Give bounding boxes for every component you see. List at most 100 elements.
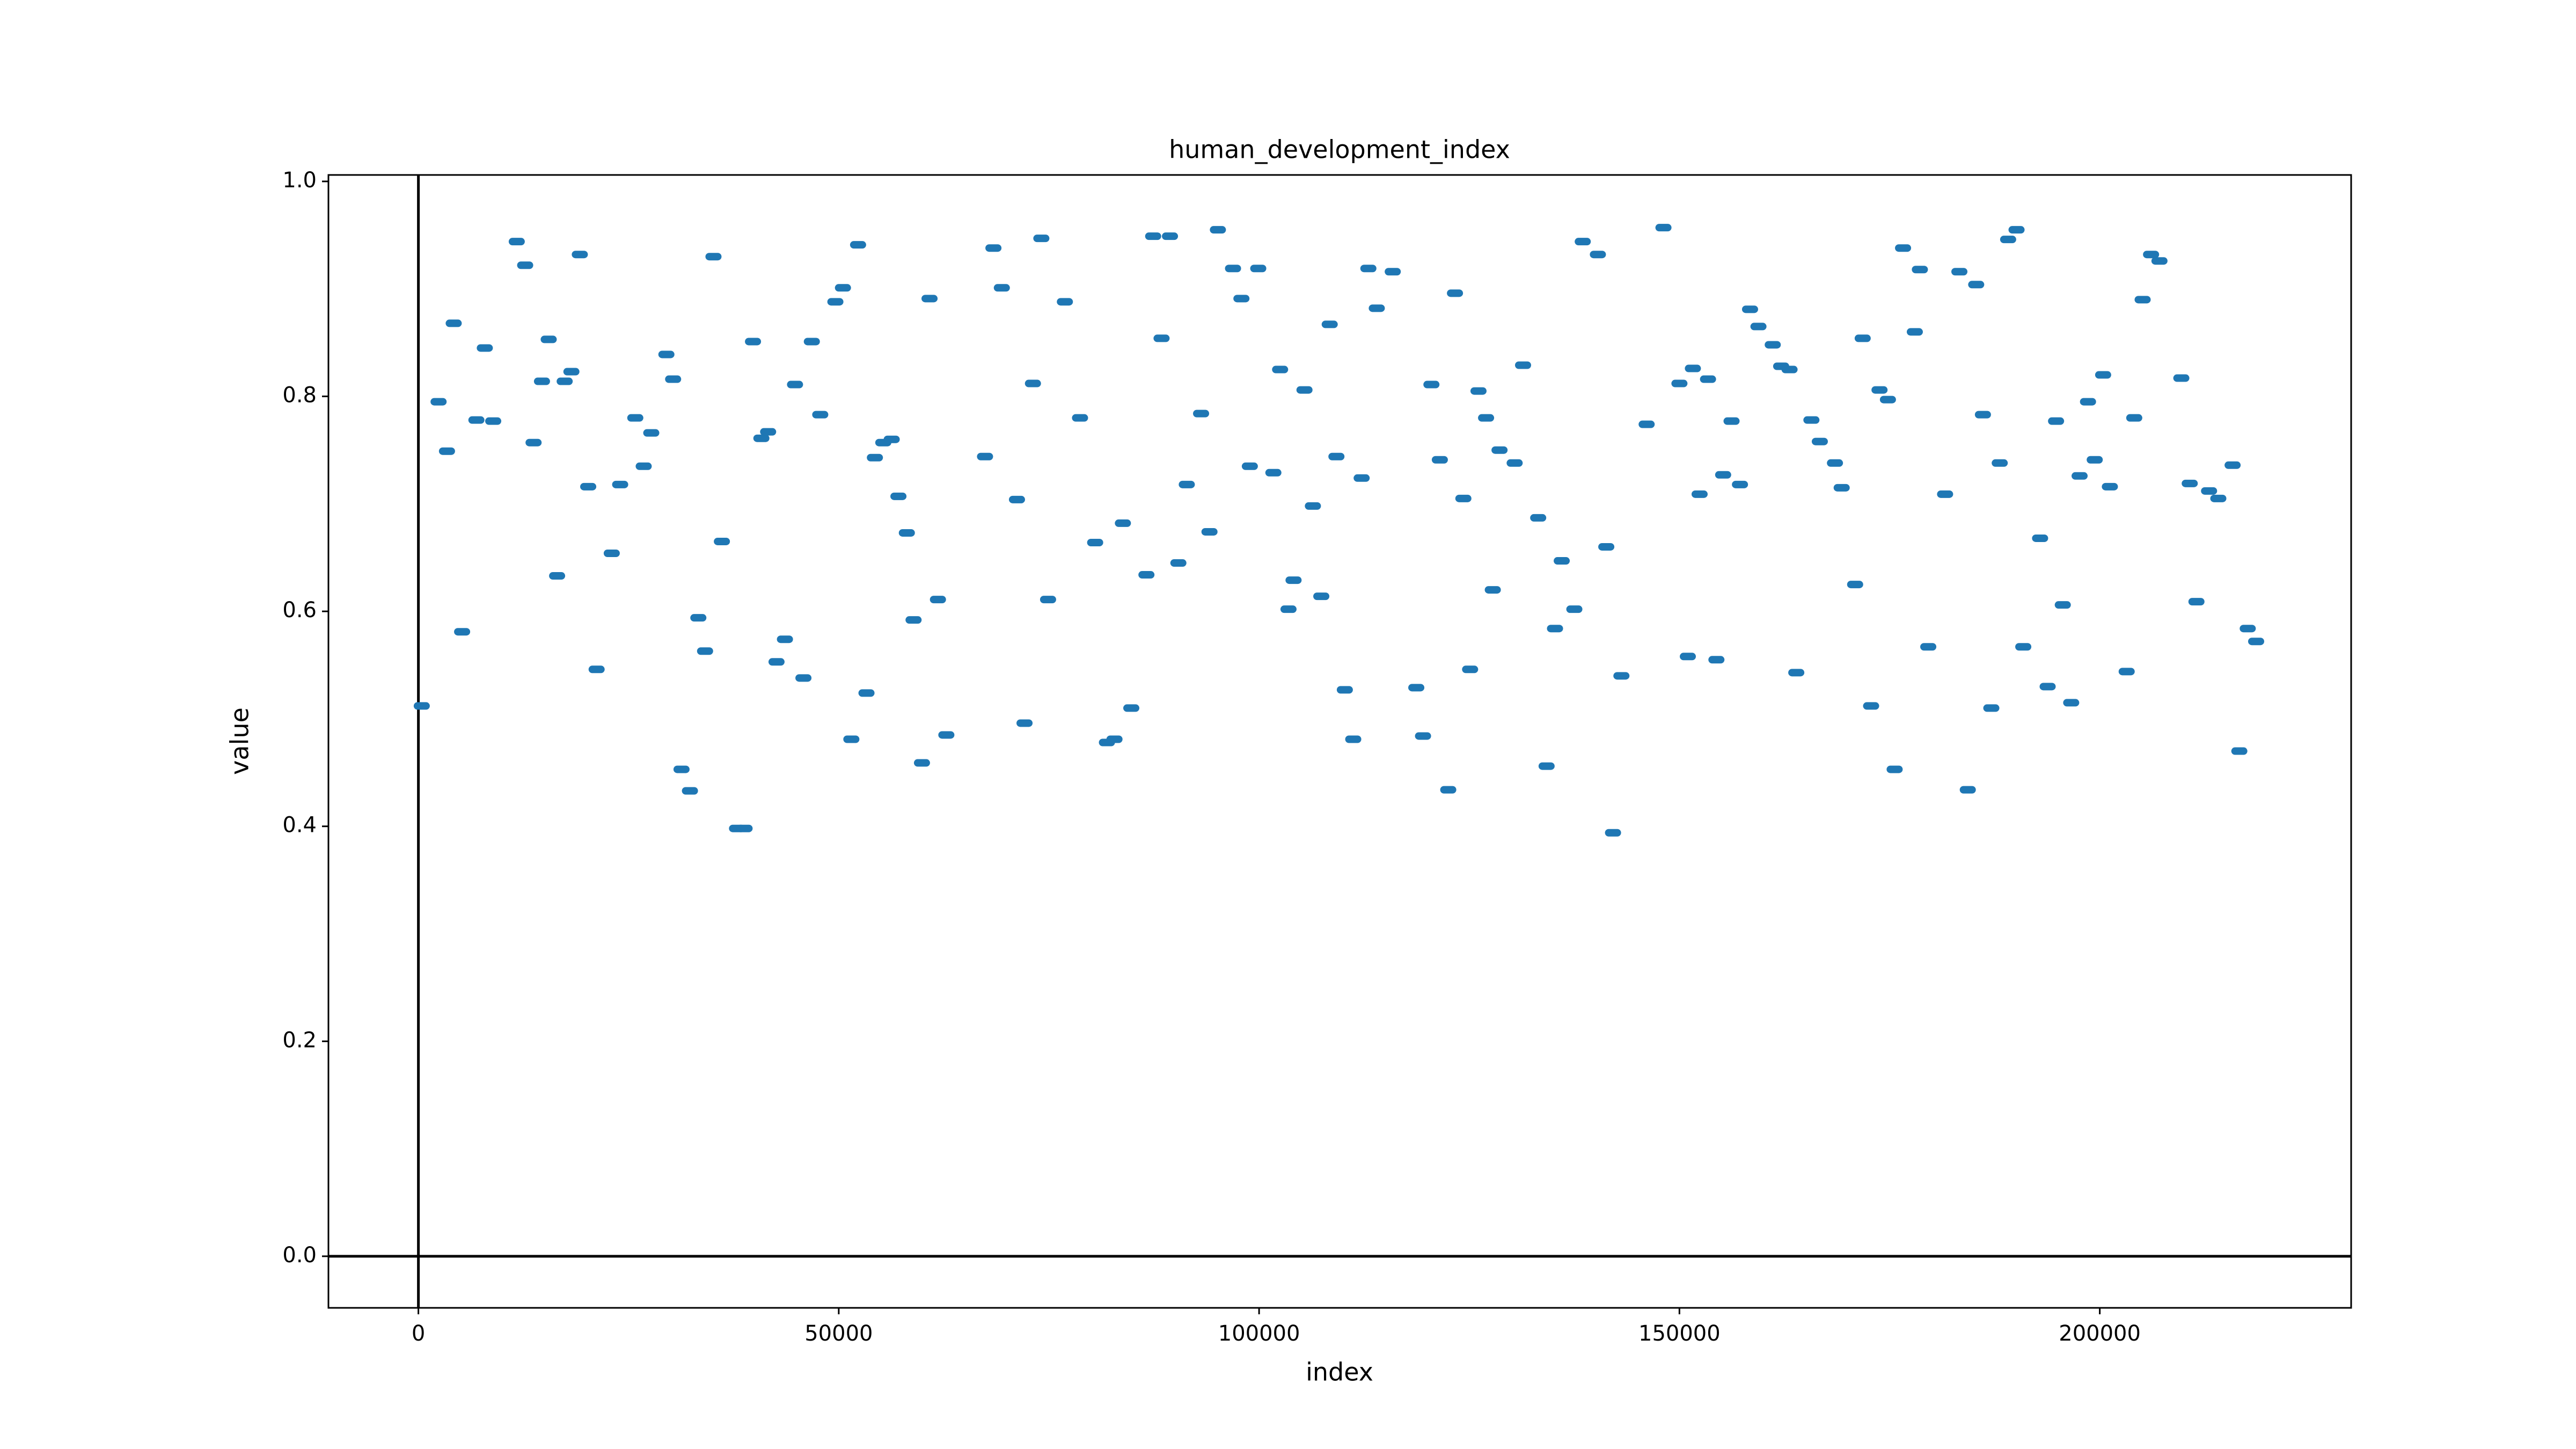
point [1265,469,1282,477]
point [1153,334,1170,342]
point [2143,251,2160,259]
point [1959,786,1976,794]
point [1353,474,1370,482]
y-tick-label: 0.6 [282,598,317,623]
point [1233,295,1250,303]
point [1765,341,1781,349]
point [477,344,493,352]
point [549,572,566,580]
point [1368,304,1385,312]
point [1115,519,1131,527]
y-tick-label: 0.0 [282,1243,317,1268]
point [1920,643,1937,651]
point [905,616,922,624]
point [1336,686,1353,694]
point [1313,592,1330,601]
point [658,350,675,358]
point [1700,375,1716,383]
point [533,377,550,385]
point [690,614,707,622]
point [1788,669,1805,677]
point [1708,656,1725,664]
point [921,295,938,303]
point [1462,665,1479,674]
point [977,452,993,460]
point [1854,334,1871,342]
point [1179,480,1195,488]
point [1741,305,1758,313]
point [753,434,770,442]
point [2224,461,2241,469]
point [1491,446,1508,454]
point [1016,719,1033,727]
point [438,447,455,455]
point [1906,328,1923,336]
point [2210,494,2227,502]
y-axis-label: value [225,707,254,775]
point [1008,495,1025,503]
point [1833,484,1850,492]
point [1506,459,1523,467]
point [485,417,502,425]
x-axis-label: index [1306,1358,1373,1387]
point [1470,387,1487,395]
point [525,438,542,447]
x-tick-label: 200000 [2059,1321,2141,1346]
point [2248,638,2264,646]
point [1321,320,1338,328]
x-tick-label: 150000 [1638,1321,1721,1346]
point [883,435,900,443]
point [572,251,588,259]
point [1360,265,1377,273]
point [1992,459,2008,467]
point [2095,371,2111,379]
plot-frame [327,174,2352,1309]
point [1285,576,1302,584]
point [1272,365,1289,374]
point [2072,472,2088,480]
chart-title: human_development_index [1169,135,1510,164]
point [1385,268,1401,276]
point [1087,538,1103,546]
point [777,635,793,643]
point [714,537,730,545]
point [2032,534,2048,542]
point [2182,479,2198,487]
point [1328,452,1345,460]
point [445,319,462,327]
point [588,665,605,674]
point [1912,266,1928,274]
point [745,338,762,346]
point [2151,257,2168,265]
point [930,596,946,604]
point [2102,482,2118,491]
point [612,480,628,488]
point [1296,386,1313,394]
point [1040,596,1056,604]
point [1879,396,1896,404]
point [413,702,430,710]
point [1715,471,1731,479]
point [2048,417,2065,425]
point [1138,571,1155,579]
point [2240,625,2256,633]
point [2201,487,2218,495]
point [563,368,580,376]
point [430,398,447,406]
point [736,824,753,832]
point [1162,232,1179,240]
point [938,731,955,739]
point [1983,704,2000,712]
point [1566,605,1583,613]
x-tick-label: 0 [412,1321,425,1346]
point [898,529,915,537]
point [1514,361,1531,369]
point [858,689,875,697]
point [2118,668,2135,676]
point [2054,601,2071,609]
point [1590,251,1606,259]
x-tick-label: 100000 [1218,1321,1300,1346]
point [1170,559,1187,567]
point [993,284,1010,292]
